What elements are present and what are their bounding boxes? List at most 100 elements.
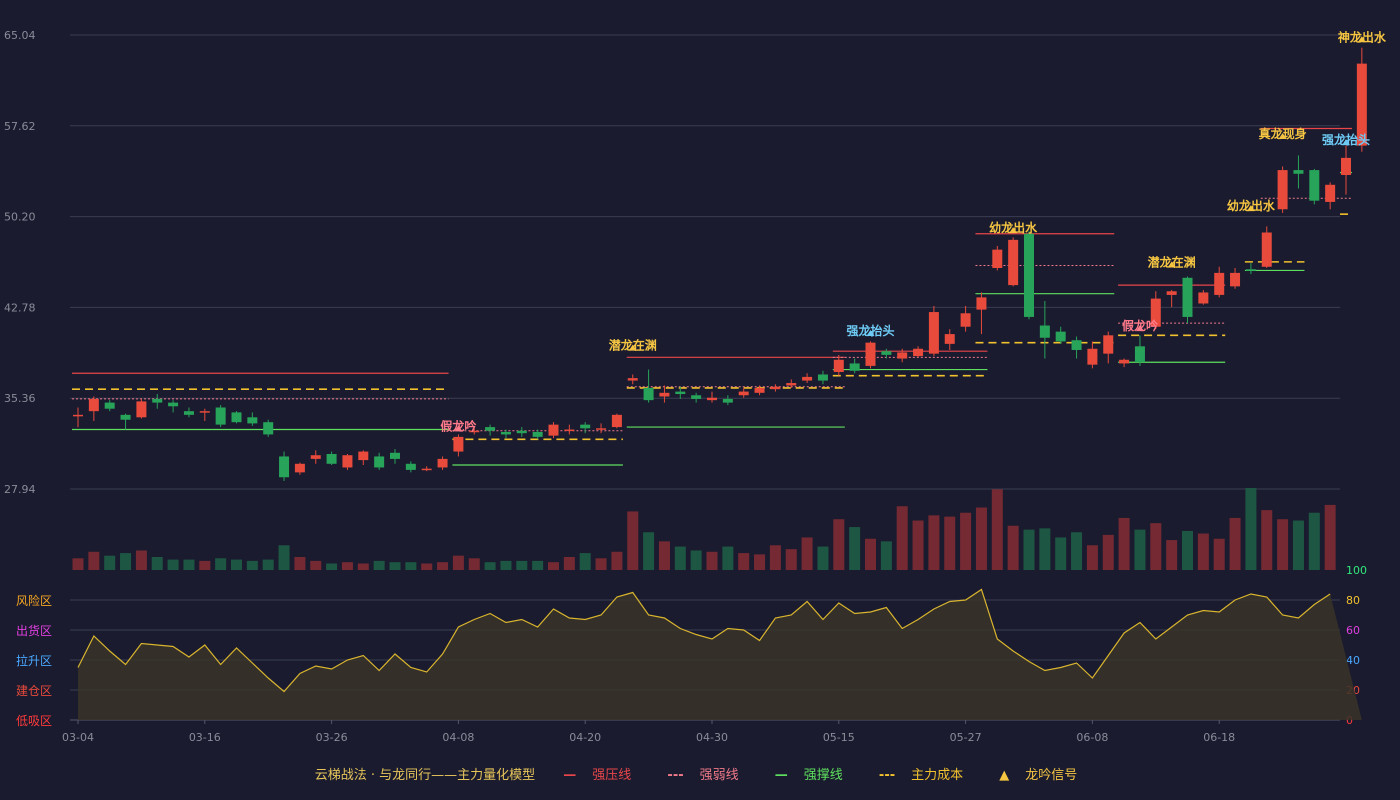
volume-bar (769, 545, 781, 570)
volume-bar (1102, 534, 1114, 570)
candle-body (786, 383, 797, 386)
volume-bar (326, 563, 338, 570)
candle-body (596, 428, 607, 430)
volume-bar (135, 550, 147, 570)
candle-body (627, 378, 638, 381)
price-tick-label: 35.36 (4, 392, 36, 405)
volume-bar (1292, 520, 1304, 570)
volume-bar (88, 551, 100, 570)
legend-item-resist[interactable]: — 强压线 (555, 764, 639, 783)
candle-body (104, 402, 115, 409)
volume-bar (262, 559, 274, 570)
legend-mark-support: — (774, 768, 788, 783)
volume-bar (595, 558, 607, 570)
volume-bar (516, 560, 528, 570)
osc-tick-label: 40 (1346, 654, 1360, 667)
volume-bar (72, 558, 84, 570)
volume-bar (674, 546, 686, 570)
price-tick-label: 50.20 (4, 211, 36, 224)
candle-body (1103, 335, 1114, 354)
volume-bar (405, 562, 417, 570)
candle-body (500, 431, 511, 435)
candle-body (1341, 157, 1351, 175)
candle-body (691, 395, 702, 399)
price-tick-label: 27.94 (4, 483, 36, 496)
signal-label: 潜龙在渊 (1148, 254, 1196, 269)
candle-body (326, 454, 337, 464)
volume-bar (1023, 529, 1035, 570)
legend-label-cost: 主力成本 (911, 768, 964, 783)
legend-label-support: 强撑线 (803, 768, 843, 783)
candle-body (1245, 269, 1256, 271)
volume-bar (975, 507, 987, 570)
volume-bar (690, 550, 702, 570)
candle-body (564, 429, 575, 432)
candle-body (437, 458, 448, 468)
volume-bar (1150, 523, 1162, 570)
volume-bar (817, 546, 829, 570)
candle-body (1198, 292, 1209, 304)
volume-bar (912, 520, 924, 570)
osc-tick-label: 80 (1346, 594, 1360, 607)
candle-body (1230, 272, 1241, 287)
legend-item-support[interactable]: — 强撑线 (767, 764, 851, 783)
volume-bar (1118, 517, 1130, 570)
volume-bar (373, 560, 385, 570)
candle-body (374, 456, 385, 468)
candle-body (707, 397, 717, 401)
candle-body (849, 363, 860, 371)
candle-body (231, 412, 242, 423)
volume-bar (167, 559, 179, 570)
volume-bar (928, 515, 940, 570)
legend-item-signal[interactable]: ▲ 龙吟信号 (991, 764, 1085, 783)
candle-body (152, 398, 163, 403)
legend-item-weak[interactable]: --- 强弱线 (659, 764, 746, 783)
legend-mark-resist: — (563, 768, 577, 783)
candle-body (1166, 291, 1177, 295)
volume-bar (104, 555, 116, 570)
candle-body (516, 430, 527, 434)
candle-body (580, 424, 591, 429)
candle-body (548, 424, 559, 436)
signal-label: 潜龙在渊 (609, 338, 657, 353)
legend-label-weak: 强弱线 (699, 768, 739, 783)
volume-bar (1182, 530, 1193, 570)
signal-marker (1342, 139, 1350, 146)
x-tick-label: 03-04 (62, 731, 94, 744)
volume-bar (801, 537, 813, 570)
candle-body (1150, 298, 1161, 327)
legend-title: 云梯战法 · 与龙同行——主力量化模型 (314, 768, 536, 783)
x-tick-label: 04-30 (696, 731, 728, 744)
legend-item-cost[interactable]: --- 主力成本 (871, 764, 971, 783)
volume-bar (722, 546, 734, 570)
volume-bar (151, 556, 163, 570)
volume-bar (1134, 529, 1146, 570)
legend: 云梯战法 · 与龙同行——主力量化模型 — 强压线 --- 强弱线 — 强撑线 ---… (0, 764, 1400, 783)
candle-body (294, 463, 305, 473)
candle-body (215, 407, 226, 425)
volume-bar (231, 559, 242, 570)
candle-body (1325, 184, 1336, 202)
signal-marker (866, 329, 875, 336)
candle-body (1055, 331, 1066, 342)
volume-bar (341, 562, 353, 570)
x-tick-label: 04-08 (442, 731, 474, 744)
signal-marker (1135, 325, 1144, 332)
candle-body (1071, 340, 1082, 350)
osc-zone-label: 风险区 (16, 593, 52, 608)
candle-body (944, 334, 955, 344)
candle-body (120, 414, 131, 420)
volume-bar (1039, 528, 1051, 570)
volume-bar (1007, 525, 1019, 570)
candle-body (802, 376, 813, 381)
candle-body (405, 463, 416, 470)
volume-bar (1308, 512, 1320, 570)
candle-body (659, 392, 670, 397)
volume-bar (658, 541, 670, 570)
candle-body (928, 312, 939, 354)
volume-bar (611, 551, 623, 570)
volume-bar (1071, 532, 1083, 570)
candle-body (976, 297, 987, 310)
candle-body (199, 411, 210, 413)
